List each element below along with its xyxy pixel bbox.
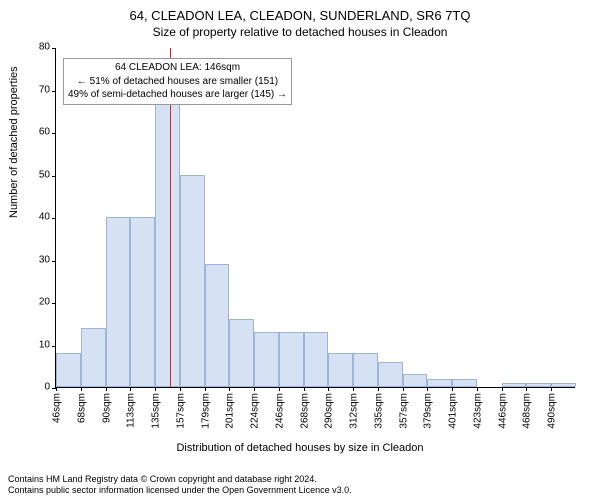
chart-title: 64, CLEADON LEA, CLEADON, SUNDERLAND, SR…: [0, 0, 600, 23]
histogram-bar: [328, 353, 353, 387]
y-tick-mark: [52, 48, 56, 49]
x-tick-label: 446sqm: [495, 393, 508, 429]
x-tick-mark: [180, 387, 181, 391]
y-tick-label: 30: [39, 254, 56, 265]
x-tick-mark: [304, 387, 305, 391]
x-tick-label: 401sqm: [446, 393, 459, 429]
y-axis-label: Number of detached properties: [8, 66, 20, 218]
histogram-bar: [205, 264, 230, 387]
x-tick-mark: [254, 387, 255, 391]
y-tick-label: 20: [39, 297, 56, 308]
x-tick-label: 335sqm: [371, 393, 384, 429]
x-tick-mark: [106, 387, 107, 391]
histogram-bar: [427, 379, 452, 388]
x-tick-mark: [551, 387, 552, 391]
chart-container: 64, CLEADON LEA, CLEADON, SUNDERLAND, SR…: [0, 0, 600, 500]
x-tick-label: 379sqm: [421, 393, 434, 429]
x-tick-mark: [427, 387, 428, 391]
x-tick-mark: [229, 387, 230, 391]
y-tick-mark: [52, 303, 56, 304]
x-tick-label: 423sqm: [470, 393, 483, 429]
x-tick-mark: [526, 387, 527, 391]
x-tick-label: 201sqm: [223, 393, 236, 429]
y-tick-mark: [52, 176, 56, 177]
x-tick-mark: [81, 387, 82, 391]
x-tick-mark: [452, 387, 453, 391]
x-tick-label: 68sqm: [74, 393, 87, 423]
x-tick-label: 179sqm: [198, 393, 211, 429]
histogram-bar: [304, 332, 329, 387]
histogram-bar: [551, 383, 576, 387]
histogram-bar: [155, 102, 180, 387]
x-tick-label: 157sqm: [173, 393, 186, 429]
x-tick-label: 246sqm: [272, 393, 285, 429]
x-tick-label: 312sqm: [347, 393, 360, 429]
histogram-bar: [502, 383, 527, 387]
y-tick-mark: [52, 218, 56, 219]
chart-subtitle: Size of property relative to detached ho…: [0, 23, 600, 39]
histogram-bar: [130, 217, 155, 387]
copyright-line-1: Contains HM Land Registry data © Crown c…: [8, 474, 352, 485]
y-tick-mark: [52, 91, 56, 92]
x-tick-mark: [477, 387, 478, 391]
y-tick-label: 10: [39, 339, 56, 350]
x-tick-label: 135sqm: [149, 393, 162, 429]
x-tick-mark: [328, 387, 329, 391]
histogram-bar: [279, 332, 304, 387]
x-tick-label: 490sqm: [545, 393, 558, 429]
y-tick-label: 70: [39, 84, 56, 95]
x-tick-label: 113sqm: [124, 393, 137, 428]
y-tick-label: 0: [44, 382, 56, 393]
annotation-box: 64 CLEADON LEA: 146sqm ← 51% of detached…: [63, 58, 292, 105]
x-tick-label: 46sqm: [50, 393, 63, 423]
y-tick-mark: [52, 346, 56, 347]
x-tick-mark: [378, 387, 379, 391]
x-tick-mark: [155, 387, 156, 391]
x-tick-label: 224sqm: [248, 393, 261, 429]
x-tick-mark: [279, 387, 280, 391]
copyright: Contains HM Land Registry data © Crown c…: [8, 474, 352, 497]
x-axis-label: Distribution of detached houses by size …: [0, 442, 600, 454]
histogram-bar: [403, 374, 428, 387]
copyright-line-2: Contains public sector information licen…: [8, 485, 352, 496]
histogram-bar: [180, 175, 205, 388]
annotation-line-2: 49% of semi-detached houses are larger (…: [68, 88, 287, 102]
x-tick-mark: [205, 387, 206, 391]
y-tick-mark: [52, 261, 56, 262]
histogram-bar: [56, 353, 81, 387]
histogram-bar: [452, 379, 477, 388]
annotation-line-1: ← 51% of detached houses are smaller (15…: [68, 75, 287, 89]
histogram-bar: [378, 362, 403, 388]
annotation-line-0: 64 CLEADON LEA: 146sqm: [68, 61, 287, 75]
x-tick-mark: [130, 387, 131, 391]
y-tick-label: 40: [39, 212, 56, 223]
x-tick-mark: [56, 387, 57, 391]
y-tick-label: 80: [39, 42, 56, 53]
x-tick-mark: [403, 387, 404, 391]
histogram-bar: [229, 319, 254, 387]
x-tick-label: 268sqm: [297, 393, 310, 429]
histogram-bar: [526, 383, 551, 387]
x-tick-label: 357sqm: [396, 393, 409, 429]
y-tick-mark: [52, 133, 56, 134]
x-tick-label: 468sqm: [520, 393, 533, 429]
histogram-bar: [106, 217, 131, 387]
x-tick-mark: [353, 387, 354, 391]
x-tick-label: 290sqm: [322, 393, 335, 429]
histogram-bar: [353, 353, 378, 387]
y-tick-label: 60: [39, 127, 56, 138]
histogram-bar: [81, 328, 106, 388]
histogram-bar: [254, 332, 279, 387]
x-tick-label: 90sqm: [99, 393, 112, 423]
x-tick-mark: [502, 387, 503, 391]
y-tick-label: 50: [39, 169, 56, 180]
